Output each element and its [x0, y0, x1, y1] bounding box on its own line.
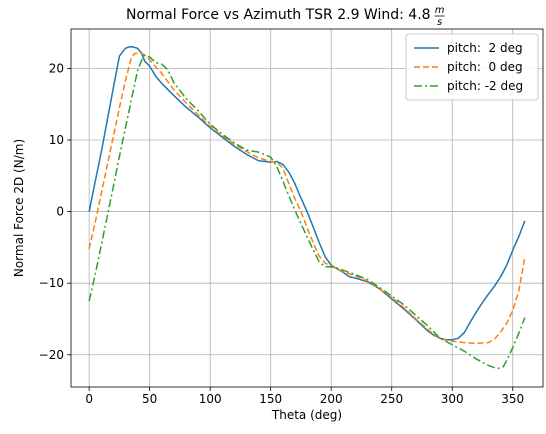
- legend-box: [405, 33, 539, 101]
- y-tick-label: 10: [49, 133, 64, 147]
- x-tick-label: 150: [259, 392, 282, 406]
- series-line-2: [88, 54, 526, 370]
- y-axis-ticks: −20 −10 0 10 20: [39, 61, 71, 362]
- x-tick-label: 350: [501, 392, 524, 406]
- y-tick-label: 20: [49, 61, 64, 75]
- x-tick-label: 100: [199, 392, 222, 406]
- series-line-1: [88, 52, 526, 345]
- y-axis-label: Normal Force 2D (N/m): [12, 139, 26, 277]
- chart-title-text: Normal Force vs Azimuth TSR 2.9 Wind: 4.…: [126, 7, 431, 23]
- chart-title-units-denominator: s: [437, 17, 442, 28]
- plot-area-frame: [70, 28, 544, 388]
- y-tick-label: −20: [39, 348, 64, 362]
- y-tick-label: −10: [39, 276, 64, 290]
- x-tick-label: 0: [85, 392, 93, 406]
- x-tick-label: 300: [441, 392, 464, 406]
- x-tick-label: 50: [142, 392, 157, 406]
- y-tick-label: 0: [56, 205, 64, 219]
- legend-label-2: pitch: -2 deg: [447, 79, 523, 93]
- legend-label-0: pitch: 2 deg: [447, 41, 523, 55]
- series-line-0: [88, 46, 526, 341]
- x-axis-label: Theta (deg): [271, 408, 342, 422]
- chart-title: Normal Force vs Azimuth TSR 2.9 Wind: 4.…: [126, 5, 445, 28]
- x-tick-label: 250: [380, 392, 403, 406]
- chart-title-units-numerator: m: [435, 5, 445, 16]
- series-lines: [88, 46, 526, 370]
- x-tick-label: 200: [320, 392, 343, 406]
- legend: pitch: 2 deg pitch: 0 deg pitch: -2 deg: [405, 33, 539, 101]
- x-axis-ticks: 0 50 100 150 200 250 300 350: [85, 387, 524, 406]
- legend-label-1: pitch: 0 deg: [447, 60, 523, 74]
